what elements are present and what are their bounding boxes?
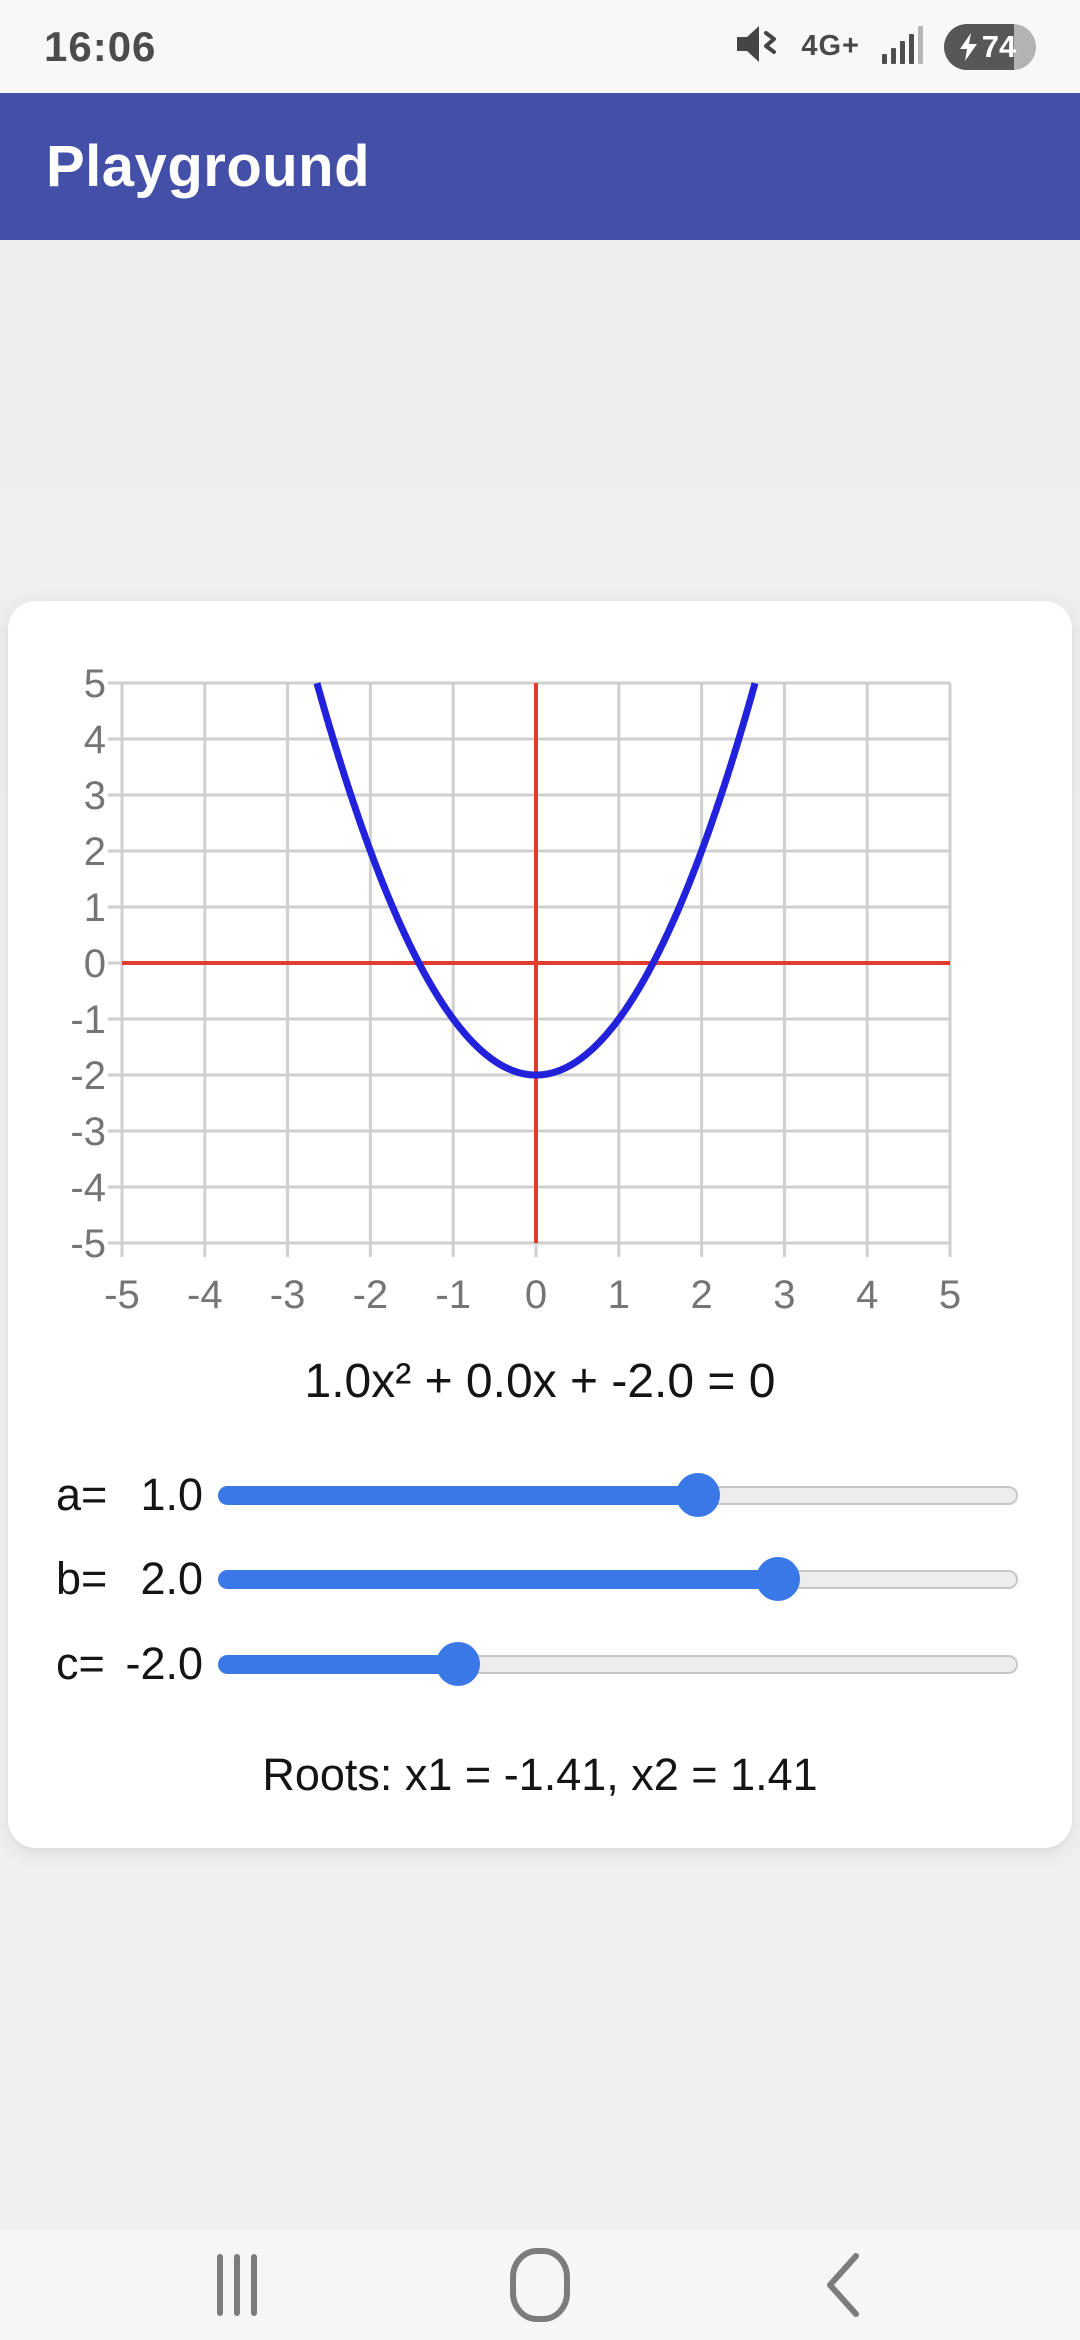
svg-text:4: 4 [856, 1273, 878, 1317]
slider-b-fill [218, 1570, 780, 1589]
slider-a-fill [218, 1486, 700, 1505]
page-title: Playground [46, 134, 371, 199]
svg-text:2: 2 [690, 1273, 712, 1317]
status-bar: 16:06 4G+ 74 [0, 0, 1080, 93]
home-icon [510, 2248, 570, 2322]
svg-text:0: 0 [84, 942, 106, 986]
signal-strength-icon [880, 22, 924, 71]
svg-text:1: 1 [608, 1273, 630, 1317]
slider-row-a: a= 1.0 [8, 1465, 1072, 1525]
svg-text:-4: -4 [187, 1273, 223, 1317]
roots-text: Roots: x1 = -1.41, x2 = 1.41 [262, 1749, 818, 1800]
coefficient-b-label: b= [56, 1553, 108, 1604]
svg-text:1: 1 [84, 886, 106, 930]
mute-vibrate-icon [735, 21, 781, 72]
svg-text:0: 0 [525, 1273, 547, 1317]
slider-a-thumb[interactable] [676, 1473, 720, 1517]
svg-text:3: 3 [84, 774, 106, 818]
coefficient-a-label: a= [56, 1469, 108, 1520]
svg-text:-2: -2 [70, 1054, 106, 1098]
app-bar: Playground [0, 93, 1080, 240]
slider-a-track[interactable] [218, 1486, 1018, 1505]
navigation-bar [0, 2230, 1080, 2340]
battery-indicator: 74 [944, 23, 1036, 70]
slider-c-thumb[interactable] [436, 1642, 480, 1686]
quadratic-chart: -5 -4 -3 -2 -1 0 1 2 3 4 5 5 4 3 2 1 0 -1 -2 -3 -4 -5 [70, 662, 961, 1317]
network-type-label: 4G+ [801, 30, 860, 62]
battery-level-fill [944, 23, 1014, 70]
svg-text:-3: -3 [70, 1110, 106, 1154]
coefficient-a-value: 1.0 [140, 1469, 203, 1520]
status-icons: 4G+ 74 [735, 0, 1036, 93]
svg-text:-4: -4 [70, 1166, 106, 1210]
coefficient-b-value: 2.0 [140, 1553, 203, 1604]
slider-c-fill [218, 1655, 461, 1674]
svg-text:-5: -5 [70, 1222, 106, 1266]
svg-text:-1: -1 [435, 1273, 471, 1317]
slider-b-track[interactable] [218, 1570, 1018, 1589]
svg-text:5: 5 [939, 1273, 961, 1317]
svg-text:2: 2 [84, 830, 106, 874]
svg-text:3: 3 [773, 1273, 795, 1317]
slider-row-c: c= -2.0 [8, 1634, 1072, 1694]
coefficient-c-value: -2.0 [125, 1638, 203, 1689]
slider-row-b: b= 2.0 [8, 1549, 1072, 1609]
svg-text:-3: -3 [270, 1273, 306, 1317]
back-chevron-icon [827, 2253, 859, 2317]
recents-button[interactable] [147, 2230, 327, 2340]
svg-text:-1: -1 [70, 998, 106, 1042]
charging-bolt-icon [959, 32, 977, 61]
clock: 16:06 [44, 22, 157, 70]
playground-card: -5 -4 -3 -2 -1 0 1 2 3 4 5 5 4 3 2 1 0 -1 -2 -3 -4 -5 1.0x² +… [8, 601, 1072, 1848]
coefficient-c-label: c= [56, 1638, 105, 1689]
equation-text: 1.0x² + 0.0x + -2.0 = 0 [304, 1354, 776, 1408]
svg-text:-5: -5 [104, 1273, 140, 1317]
svg-text:-2: -2 [353, 1273, 389, 1317]
home-button[interactable] [450, 2230, 630, 2340]
slider-c-track[interactable] [218, 1655, 1018, 1674]
svg-text:4: 4 [84, 718, 106, 762]
back-button[interactable] [753, 2230, 933, 2340]
recents-icon [217, 2254, 257, 2316]
svg-text:5: 5 [84, 662, 106, 706]
slider-b-thumb[interactable] [756, 1557, 800, 1601]
battery-percent: 74 [981, 28, 1017, 64]
